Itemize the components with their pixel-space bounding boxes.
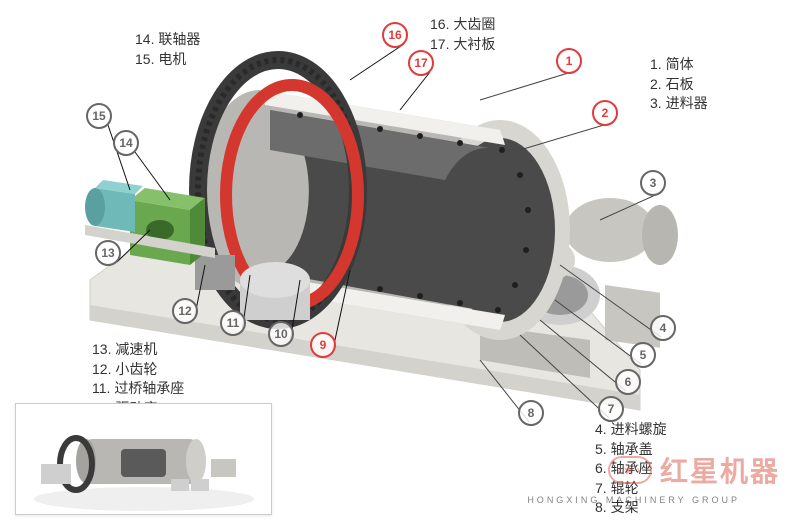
marker-13: 13 — [95, 240, 121, 266]
legend-item: 16. 大齿圈 — [430, 15, 495, 35]
diagram-page: 1234567891011121314151617 14. 联轴器 15. 电机… — [0, 0, 800, 530]
thumbnail-inset — [15, 403, 272, 515]
marker-1: 1 — [556, 48, 582, 74]
watermark: ‹★› 红星机器 — [608, 450, 780, 490]
leader-line — [600, 192, 662, 220]
marker-3: 3 — [640, 170, 666, 196]
leader-line — [135, 152, 170, 200]
marker-5: 5 — [630, 342, 656, 368]
leader-line — [117, 230, 150, 262]
marker-9: 9 — [310, 332, 336, 358]
marker-4: 4 — [650, 315, 676, 341]
legend-top-center: 16. 大齿圈 17. 大衬板 — [430, 15, 495, 54]
legend-left-top: 14. 联轴器 15. 电机 — [135, 30, 200, 69]
leader-line — [555, 300, 641, 364]
legend-item: 3. 进料器 — [650, 94, 708, 114]
leader-line — [400, 72, 430, 110]
marker-14: 14 — [113, 130, 139, 156]
marker-8: 8 — [518, 400, 544, 426]
legend-item: 15. 电机 — [135, 50, 200, 70]
marker-2: 2 — [592, 100, 618, 126]
watermark-subtext: HONGXING MACHINERY GROUP — [527, 495, 740, 505]
watermark-text: 红星机器 — [660, 450, 780, 490]
marker-10: 10 — [268, 321, 294, 347]
marker-16: 16 — [382, 22, 408, 48]
legend-item: 11. 过桥轴承座 — [92, 379, 184, 399]
marker-15: 15 — [86, 103, 112, 129]
marker-12: 12 — [172, 298, 198, 324]
legend-item: 17. 大衬板 — [430, 35, 495, 55]
legend-item: 2. 石板 — [650, 75, 708, 95]
legend-item: 4. 进料螺旋 — [595, 420, 667, 440]
leader-line — [560, 265, 661, 337]
marker-7: 7 — [598, 396, 624, 422]
legend-item: 13. 减速机 — [92, 340, 184, 360]
leader-line — [480, 70, 578, 100]
leader-line — [520, 122, 614, 150]
marker-11: 11 — [220, 310, 246, 336]
leader-line — [350, 44, 404, 80]
legend-item: 14. 联轴器 — [135, 30, 200, 50]
legend-item: 1. 简体 — [650, 55, 708, 75]
watermark-logo-icon: ‹★› — [608, 456, 652, 484]
leader-line — [540, 320, 626, 391]
marker-6: 6 — [615, 369, 641, 395]
legend-right-top: 1. 简体 2. 石板 3. 进料器 — [650, 55, 708, 114]
legend-item: 12. 小齿轮 — [92, 360, 184, 380]
